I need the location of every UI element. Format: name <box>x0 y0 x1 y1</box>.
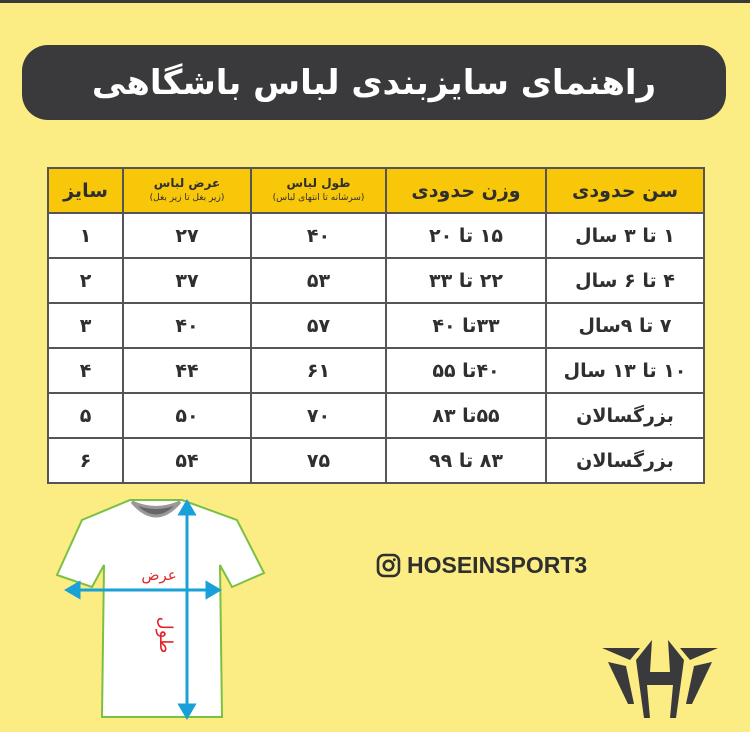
table-row: ۴ تا ۶ سال ۲۲ تا ۳۳ ۵۳ ۳۷ ۲ <box>47 257 705 304</box>
cell-weight: ۱۵ تا ۲۰ <box>385 212 547 259</box>
table-row: بزرگسالان ۵۵تا ۸۳ ۷۰ ۵۰ ۵ <box>47 392 705 439</box>
header-width-sub: (زیر بغل تا زیر بغل) <box>149 192 225 203</box>
cell-age: ۱ تا ۳ سال <box>545 212 705 259</box>
cell-width: ۵۰ <box>122 392 252 439</box>
cell-weight: ۳۳تا ۴۰ <box>385 302 547 349</box>
cell-width: ۵۴ <box>122 437 252 484</box>
title-banner: راهنمای سایزبندی لباس باشگاهی <box>22 45 726 120</box>
header-size: سایز <box>47 167 124 214</box>
table-row: ۱۰ تا ۱۳ سال ۴۰تا ۵۵ ۶۱ ۴۴ ۴ <box>47 347 705 394</box>
cell-length: ۷۰ <box>250 392 387 439</box>
header-age: سن حدودی <box>545 167 705 214</box>
tshirt-collar <box>130 500 182 518</box>
tshirt-shape <box>55 499 266 718</box>
cell-weight: ۸۳ تا ۹۹ <box>385 437 547 484</box>
table-row: ۱ تا ۳ سال ۱۵ تا ۲۰ ۴۰ ۲۷ ۱ <box>47 212 705 259</box>
tshirt-diagram: عرض طول <box>55 499 266 720</box>
header-length-sub: (سرشانه تا انتهای لباس) <box>272 192 365 203</box>
cell-weight: ۲۲ تا ۳۳ <box>385 257 547 304</box>
cell-age: ۴ تا ۶ سال <box>545 257 705 304</box>
table-header-row: سن حدودی وزن حدودی طول لباس (سرشانه تا ان… <box>47 167 705 214</box>
size-table: سن حدودی وزن حدودی طول لباس (سرشانه تا ان… <box>47 167 705 484</box>
cell-size: ۶ <box>47 437 124 484</box>
header-weight: وزن حدودی <box>385 167 547 214</box>
top-border <box>0 0 750 3</box>
width-label: عرض <box>141 566 176 584</box>
cell-width: ۴۰ <box>122 302 252 349</box>
cell-age: بزرگسالان <box>545 392 705 439</box>
width-arrow <box>64 580 222 600</box>
cell-size: ۴ <box>47 347 124 394</box>
instagram-icon <box>376 553 401 578</box>
cell-weight: ۴۰تا ۵۵ <box>385 347 547 394</box>
instagram-handle: HOSEINSPORT3 <box>407 552 588 578</box>
page-title: راهنمای سایزبندی لباس باشگاهی <box>91 62 657 103</box>
length-arrow <box>177 499 197 720</box>
instagram-link[interactable]: HOSEINSPORT3 <box>376 552 587 579</box>
cell-length: ۵۷ <box>250 302 387 349</box>
cell-size: ۱ <box>47 212 124 259</box>
cell-size: ۵ <box>47 392 124 439</box>
cell-length: ۵۳ <box>250 257 387 304</box>
cell-length: ۴۰ <box>250 212 387 259</box>
table-row: ۷ تا ۹سال ۳۳تا ۴۰ ۵۷ ۴۰ ۳ <box>47 302 705 349</box>
cell-size: ۲ <box>47 257 124 304</box>
cell-age: بزرگسالان <box>545 437 705 484</box>
cell-length: ۷۵ <box>250 437 387 484</box>
header-width: عرض لباس (زیر بغل تا زیر بغل) <box>122 167 252 214</box>
cell-age: ۷ تا ۹سال <box>545 302 705 349</box>
header-width-label: عرض لباس <box>153 175 221 190</box>
cell-width: ۲۷ <box>122 212 252 259</box>
table-row: بزرگسالان ۸۳ تا ۹۹ ۷۵ ۵۴ ۶ <box>47 437 705 484</box>
cell-width: ۴۴ <box>122 347 252 394</box>
cell-size: ۳ <box>47 302 124 349</box>
cell-length: ۶۱ <box>250 347 387 394</box>
cell-age: ۱۰ تا ۱۳ سال <box>545 347 705 394</box>
h-logo-icon <box>602 640 718 718</box>
cell-weight: ۵۵تا ۸۳ <box>385 392 547 439</box>
header-length: طول لباس (سرشانه تا انتهای لباس) <box>250 167 387 214</box>
length-label: طول <box>155 617 176 654</box>
header-length-label: طول لباس <box>286 175 351 190</box>
cell-width: ۳۷ <box>122 257 252 304</box>
